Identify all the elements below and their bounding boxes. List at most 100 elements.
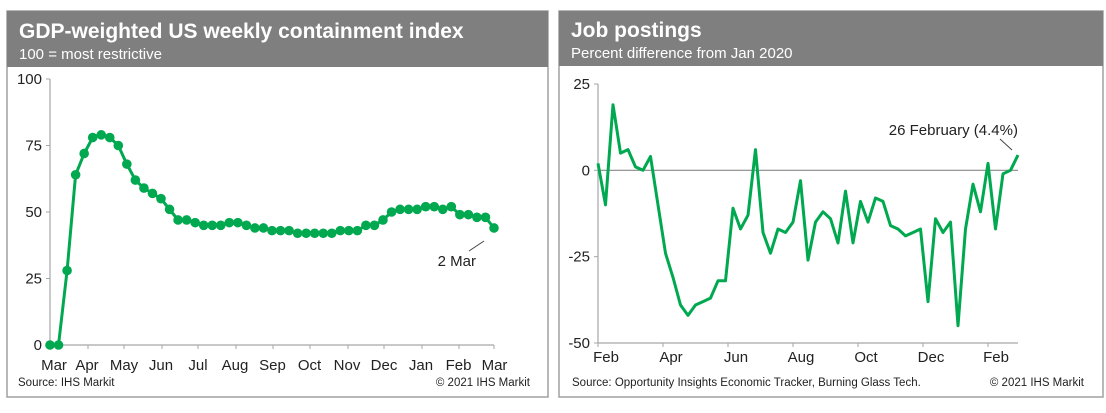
- x-tick-label: Sep: [259, 357, 286, 374]
- data-point: [480, 212, 491, 223]
- containment-panel: GDP-weighted US weekly containment index…: [6, 10, 549, 398]
- data-point: [215, 220, 226, 231]
- x-tick-label: Feb: [593, 349, 619, 366]
- data-point: [378, 215, 388, 225]
- annotation-leader: [468, 240, 485, 252]
- panel-header: [559, 11, 1103, 66]
- data-point: [122, 159, 132, 169]
- x-tick-label: Feb: [446, 357, 472, 374]
- data-point: [318, 228, 329, 239]
- data-point: [275, 225, 286, 236]
- x-tick-label: Dec: [918, 349, 945, 366]
- data-point: [412, 204, 422, 215]
- job-postings-panel: Job postings Percent difference from Jan…: [558, 10, 1104, 398]
- x-tick-label: Oct: [854, 349, 878, 366]
- data-point: [309, 228, 320, 239]
- data-point: [190, 217, 200, 228]
- series-line: [596, 103, 1020, 328]
- data-point: [96, 130, 107, 140]
- x-tick-label: Mar: [482, 357, 508, 374]
- panel-border: [558, 10, 1104, 398]
- x-tick-label: Nov: [334, 357, 361, 374]
- data-point: [301, 228, 311, 239]
- data-point: [250, 223, 260, 233]
- x-tick-label: Apr: [75, 357, 98, 374]
- data-point: [472, 212, 482, 223]
- y-tick-label: 0: [582, 162, 590, 179]
- annotation-label: 26 February (4.4%): [889, 122, 1018, 139]
- data-point: [463, 209, 474, 220]
- copyright-note: © 2021 IHS Markit: [436, 377, 531, 389]
- data-point: [369, 220, 380, 231]
- data-point: [446, 201, 457, 212]
- data-point: [241, 220, 252, 231]
- chart-subtitle: 100 = most restrictive: [19, 46, 162, 63]
- annotation-label: 2 Mar: [438, 253, 476, 270]
- data-point: [156, 193, 166, 204]
- x-tick-label: Oct: [298, 357, 322, 374]
- y-tick-label: 50: [25, 204, 42, 221]
- data-point: [53, 340, 64, 350]
- copyright-note: © 2021 IHS Markit: [990, 377, 1085, 389]
- x-tick-label: Aug: [222, 357, 249, 374]
- y-tick-label: 25: [573, 76, 590, 93]
- data-point: [344, 225, 354, 236]
- x-tick-label: Jun: [724, 349, 748, 366]
- data-point: [104, 132, 115, 143]
- source-note: Source: IHS Markit: [18, 377, 115, 389]
- data-point: [130, 175, 141, 185]
- data-point: [139, 183, 149, 193]
- chart-title: GDP-weighted US weekly containment index: [19, 20, 464, 43]
- x-tick-label: Jan: [409, 357, 433, 374]
- y-tick-label: -50: [568, 335, 590, 352]
- y-tick-label: -25: [568, 249, 590, 266]
- job-postings-plot: -50 -25 0 25 Feb Apr Jun Aug Oct Dec Feb: [568, 76, 1020, 366]
- data-point: [45, 340, 55, 350]
- data-point: [455, 209, 465, 220]
- data-point: [352, 225, 363, 236]
- data-point: [284, 225, 294, 236]
- data-point: [70, 169, 81, 180]
- data-point: [198, 220, 209, 231]
- source-note: Source: Opportunity Insights Economic Tr…: [572, 377, 921, 389]
- data-point: [87, 132, 98, 143]
- data-point: [361, 220, 371, 231]
- data-point: [181, 215, 192, 225]
- y-tick-label: 75: [25, 138, 42, 155]
- x-tick-label: Jun: [149, 357, 173, 374]
- x-tick-label: Apr: [659, 349, 682, 366]
- data-point: [267, 225, 277, 236]
- data-point: [224, 217, 235, 228]
- data-point: [429, 201, 440, 212]
- data-point: [207, 220, 218, 231]
- data-point: [233, 217, 243, 228]
- y-tick-label: 100: [17, 71, 42, 88]
- x-tick-label: Feb: [983, 349, 1009, 366]
- chart-title: Job postings: [571, 19, 702, 42]
- data-point: [420, 201, 431, 212]
- data-point: [79, 148, 89, 159]
- data-point: [437, 204, 448, 215]
- data-point: [395, 204, 405, 215]
- data-point: [147, 188, 158, 199]
- data-point: [173, 215, 183, 225]
- data-point: [386, 207, 397, 217]
- containment-plot: 0 25 50 75 100 Mar Apr May Jun Jul Aug Sep Oct Nov Dec…: [17, 71, 507, 374]
- x-tick-label: Mar: [41, 357, 67, 374]
- panel-header: [7, 11, 548, 67]
- data-point: [326, 228, 337, 239]
- chart-subtitle: Percent difference from Jan 2020: [571, 45, 793, 62]
- x-tick-label: Jul: [188, 357, 207, 374]
- y-tick-label: 25: [25, 271, 42, 288]
- data-point: [62, 265, 72, 276]
- x-tick-label: Dec: [371, 357, 398, 374]
- y-tick-label: 0: [34, 337, 42, 354]
- x-tick-label: Aug: [788, 349, 815, 366]
- panel-border: [6, 10, 549, 398]
- data-point: [335, 225, 346, 236]
- x-tick-label: May: [110, 357, 139, 374]
- data-point: [403, 204, 414, 215]
- data-point: [489, 223, 499, 233]
- data-point: [292, 228, 303, 239]
